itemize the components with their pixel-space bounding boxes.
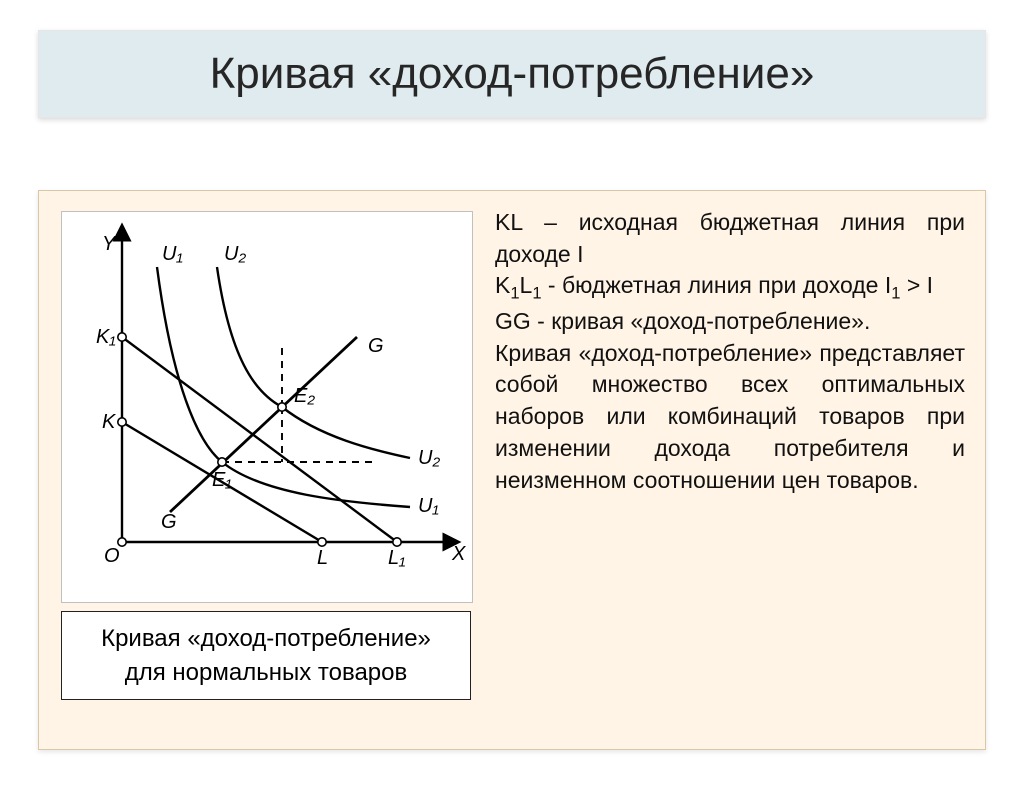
paragraph-gg: GG - кривая «доход-потребление». [495,306,965,338]
svg-text:Y: Y [102,233,117,255]
chart-caption: Кривая «доход-потребление» для нормальны… [61,611,471,700]
svg-text:U₂: U₂ [224,243,246,265]
chart-container: Y X O K K₁ L L₁ E₁ E₂ G G U₁ U₂ U₁ U₂ [61,211,473,603]
svg-text:E₁: E₁ [212,469,232,491]
svg-text:G: G [161,511,177,533]
svg-text:U₂: U₂ [418,447,440,469]
svg-text:E₂: E₂ [294,385,315,407]
paragraph-kl: KL – исходная бюджетная линия при доходе… [495,207,965,270]
svg-text:G: G [368,335,384,357]
svg-text:L₁: L₁ [388,547,405,569]
svg-text:X: X [451,543,466,565]
svg-text:K: K [102,411,117,433]
slide: Кривая «доход-потребление» Y X O K K₁ L L₁ E₁ E₂… [0,30,1024,798]
svg-text:U₁: U₁ [162,243,183,265]
caption-line-2: для нормальных товаров [70,656,462,690]
svg-text:K₁: K₁ [96,326,116,348]
svg-text:L: L [317,547,328,569]
svg-text:O: O [104,545,120,567]
content-panel: Y X O K K₁ L L₁ E₁ E₂ G G U₁ U₂ U₁ U₂ Кривая «доход-по… [38,190,986,750]
svg-text:U₁: U₁ [418,495,439,517]
paragraph-definition: Кривая «доход-потребление» представляет … [495,338,965,497]
economics-diagram: Y X O K K₁ L L₁ E₁ E₂ G G U₁ U₂ U₁ U₂ [62,212,472,602]
caption-line-1: Кривая «доход-потребление» [70,622,462,656]
slide-title: Кривая «доход-потребление» [38,30,986,118]
paragraph-k1l1: K1L1 - бюджетная линия при доходе I1 > I [495,270,965,305]
explanation-text: KL – исходная бюджетная линия при доходе… [495,207,965,733]
